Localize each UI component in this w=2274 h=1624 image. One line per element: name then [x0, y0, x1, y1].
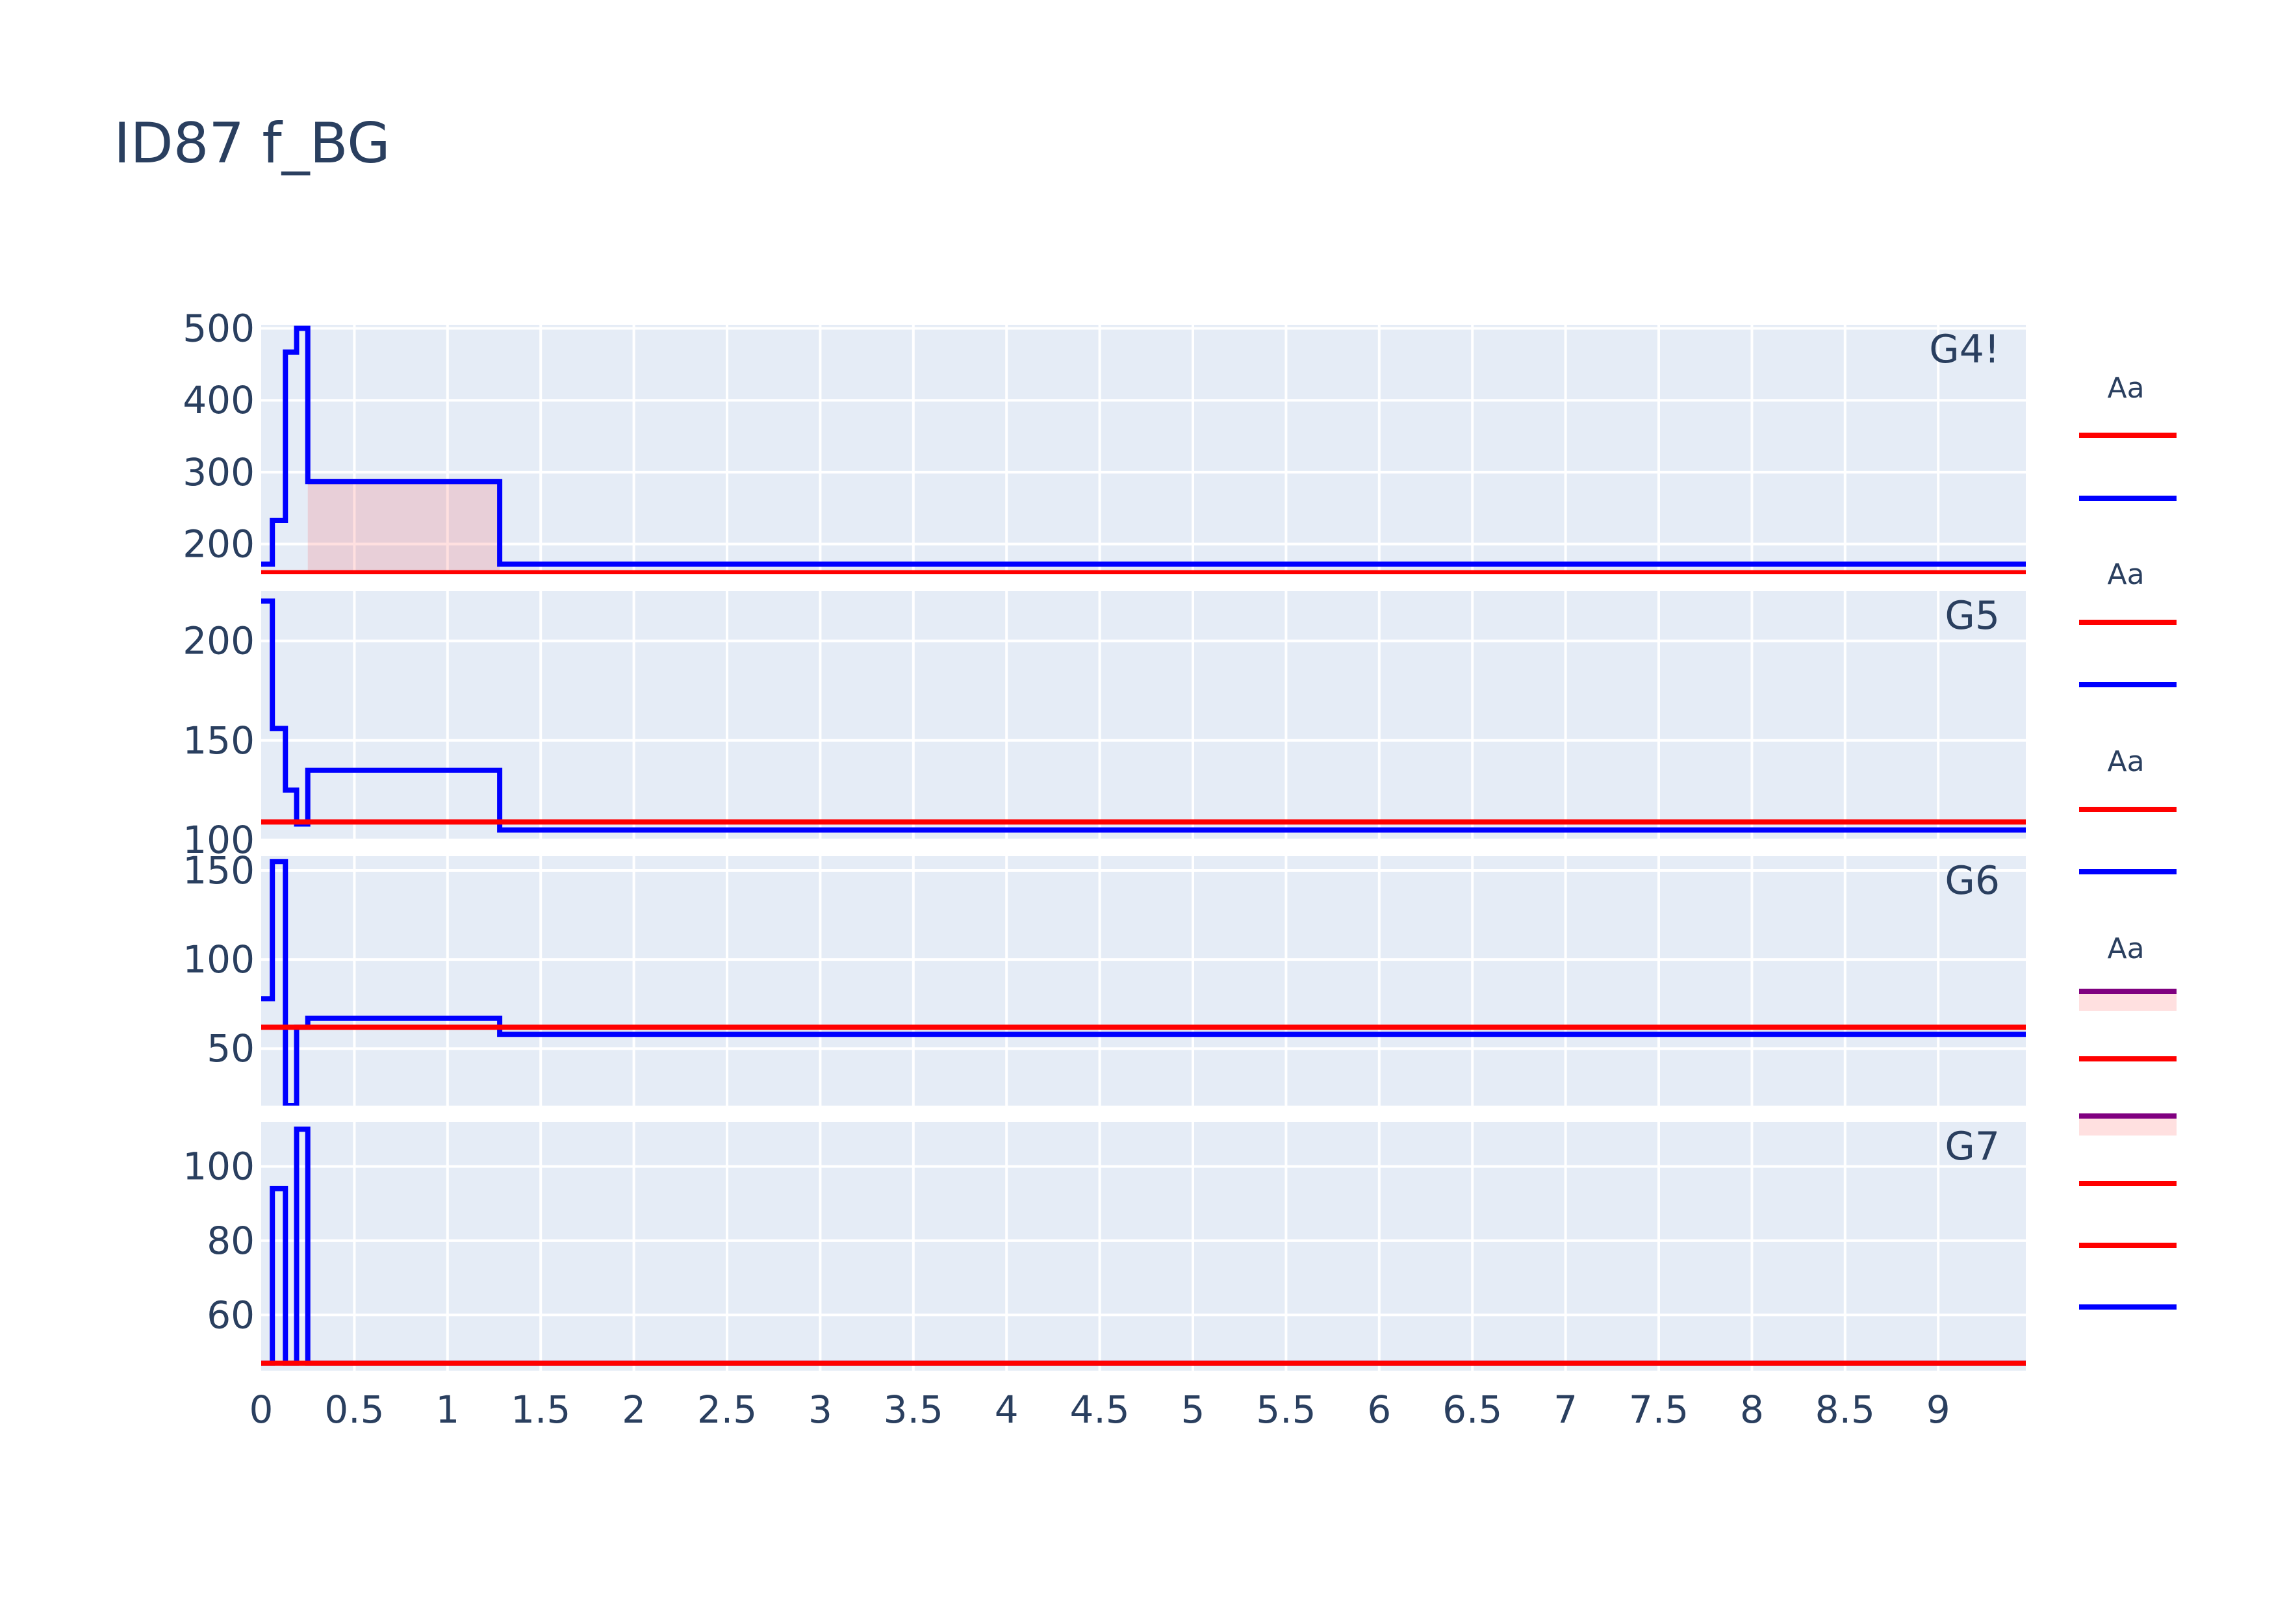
series-group	[261, 598, 2026, 833]
x-tick-label: 0	[249, 1388, 274, 1432]
subplot-3: 50 100 150 G6	[183, 848, 2026, 1106]
x-tick-label: 2.5	[697, 1388, 757, 1432]
chart-title: ID87 f_BG	[114, 111, 390, 176]
subplot-label: G5	[1945, 593, 2000, 639]
legend-group-title: Aa	[2107, 745, 2144, 778]
x-tick-label: 4	[995, 1388, 1019, 1432]
x-tick-label: 1.5	[511, 1388, 570, 1432]
y-tick-label: 200	[183, 619, 255, 663]
x-tick-label: 3.5	[884, 1388, 943, 1432]
subplot-label: G7	[1945, 1124, 2000, 1169]
plot-background	[261, 591, 2026, 840]
x-tick-label: 6	[1367, 1388, 1391, 1432]
y-tick-label: 50	[207, 1026, 255, 1071]
y-tick-label: 60	[207, 1293, 255, 1337]
legend-fill-swatch	[2079, 1116, 2177, 1136]
legend-group-title: Aa	[2107, 932, 2144, 965]
x-tick-label: 1	[435, 1388, 459, 1432]
legend-group-title: Aa	[2107, 558, 2144, 591]
series-group	[261, 325, 2026, 574]
x-tick-label: 4.5	[1069, 1388, 1129, 1432]
subplot-4: 60 80 100 G7	[183, 1122, 2026, 1371]
series-line-blue	[261, 598, 2026, 833]
y-tick-label: 100	[183, 1145, 255, 1189]
legend-group-4: Aa	[2079, 932, 2177, 1310]
x-tick-label: 8	[1740, 1388, 1764, 1432]
legend-group-title: Aa	[2107, 372, 2144, 405]
plot-background	[261, 856, 2026, 1106]
x-tick-label: 2	[622, 1388, 646, 1432]
subplot-1: 200 300 400 500 G4!	[183, 307, 2026, 574]
y-tick-label: 400	[183, 378, 255, 422]
x-tick-label: 8.5	[1815, 1388, 1875, 1432]
y-tick-label: 80	[207, 1219, 255, 1263]
x-tick-label: 5	[1181, 1388, 1205, 1432]
legend-group-2: Aa	[2079, 558, 2177, 687]
x-tick-label: 6.5	[1442, 1388, 1502, 1432]
legend-group-1: Aa	[2079, 372, 2177, 501]
y-tick-label: 500	[183, 307, 255, 351]
series-group	[261, 859, 2026, 1106]
x-axis: 0 0.5 1 1.5 2 2.5 3 3.5 4 4.5 5 5.5 6 6.5 7 7.5 8 8.5 9	[249, 1388, 1950, 1432]
y-tick-label: 300	[183, 450, 255, 494]
legend: Aa Aa Aa Aa	[2079, 372, 2177, 1310]
subplot-label: G6	[1945, 858, 2000, 904]
subplot-label: G4!	[1929, 327, 2000, 372]
plot-background	[261, 325, 2026, 574]
series-line-blue	[261, 859, 2026, 1106]
series-line-blue	[261, 325, 2026, 567]
x-tick-label: 5.5	[1256, 1388, 1316, 1432]
series-group	[261, 1126, 2026, 1366]
plot-background	[261, 1122, 2026, 1371]
subplot-2: 100 150 200 G5	[183, 591, 2026, 862]
y-tick-label: 150	[183, 848, 255, 893]
y-tick-label: 150	[183, 718, 255, 763]
x-tick-label: 0.5	[324, 1388, 384, 1432]
x-tick-label: 9	[1926, 1388, 1950, 1432]
y-tick-label: 100	[183, 818, 255, 862]
y-tick-label: 100	[183, 937, 255, 982]
legend-fill-swatch	[2079, 991, 2177, 1011]
series-fill-area	[307, 481, 500, 573]
y-tick-label: 200	[183, 522, 255, 566]
x-tick-label: 3	[808, 1388, 832, 1432]
x-tick-label: 7.5	[1629, 1388, 1689, 1432]
x-tick-label: 7	[1553, 1388, 1578, 1432]
legend-group-3: Aa	[2079, 745, 2177, 874]
